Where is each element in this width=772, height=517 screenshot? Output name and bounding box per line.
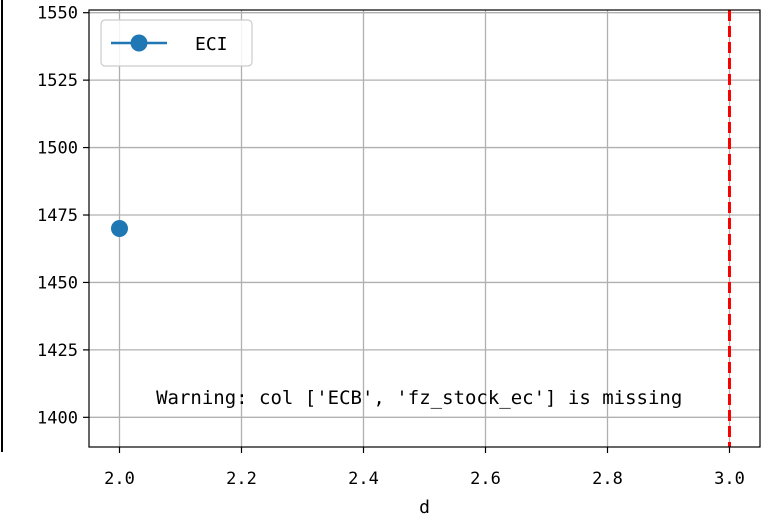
legend-marker xyxy=(130,34,148,52)
x-tick-label: 2.4 xyxy=(348,469,379,489)
y-tick-labels: 1400 1425 1450 1475 1500 1525 1550 xyxy=(37,4,78,429)
x-tick-label: 2.8 xyxy=(592,469,623,489)
grid xyxy=(89,10,760,447)
series xyxy=(111,220,128,237)
legend-box xyxy=(100,19,253,67)
annotations: Warning: col ['ECB', 'fz_stock_ec'] is m… xyxy=(156,387,682,409)
y-tick-label: 1475 xyxy=(37,206,78,226)
data-point xyxy=(111,220,128,237)
legend: ECI xyxy=(100,19,253,67)
y-tick-label: 1400 xyxy=(37,408,78,428)
plot-frame xyxy=(88,9,761,448)
legend-label: ECI xyxy=(195,34,228,55)
ticks xyxy=(83,12,731,453)
x-tick-label: 2.0 xyxy=(104,469,135,489)
warning-annotation: Warning: col ['ECB', 'fz_stock_ec'] is m… xyxy=(156,387,682,409)
x-tick-label: 3.0 xyxy=(714,469,745,489)
x-tick-label: 2.6 xyxy=(470,469,501,489)
x-axis-label: d xyxy=(419,497,430,517)
y-tick-label: 1450 xyxy=(37,273,78,293)
y-tick-label: 1550 xyxy=(37,4,78,24)
y-tick-label: 1525 xyxy=(37,71,78,91)
x-tick-labels: 2.0 2.2 2.4 2.6 2.8 3.0 xyxy=(104,469,745,489)
x-tick-label: 2.2 xyxy=(226,469,257,489)
y-tick-label: 1425 xyxy=(37,341,78,361)
y-tick-label: 1500 xyxy=(37,139,78,159)
